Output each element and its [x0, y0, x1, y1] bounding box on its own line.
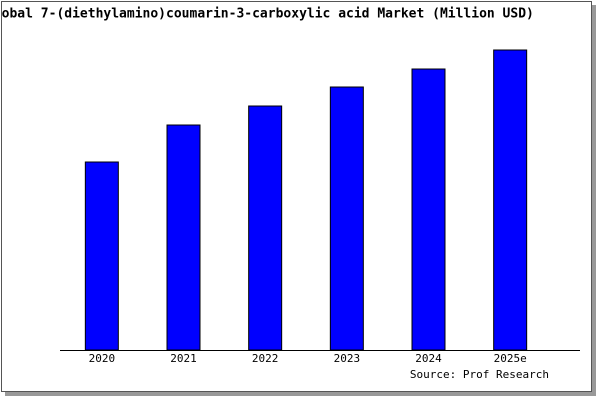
x-tick-label: 2020: [89, 352, 116, 365]
bar: [493, 49, 528, 351]
x-tick-label: 2021: [170, 352, 197, 365]
bar: [329, 86, 364, 351]
bar: [411, 68, 446, 351]
x-tick-label: 2025e: [494, 352, 527, 365]
x-tick-label: 2023: [334, 352, 361, 365]
bar: [248, 105, 283, 351]
chart-title: Global 7-(diethylamino)coumarin-3-carbox…: [0, 7, 534, 22]
bar: [166, 124, 201, 351]
x-tick-label: 2024: [415, 352, 442, 365]
bar: [84, 161, 119, 351]
x-tick-label: 2022: [252, 352, 279, 365]
source-note: Source: Prof Research: [410, 368, 549, 381]
